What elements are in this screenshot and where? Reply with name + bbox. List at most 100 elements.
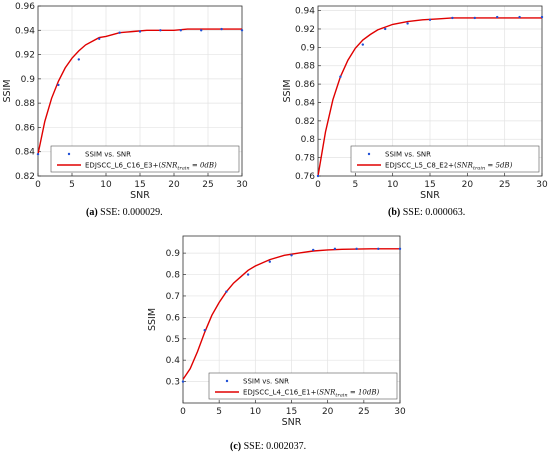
y-axis-label: SSIM [147,308,158,331]
y-ticks: 0.3 0.4 0.5 0.6 0.7 0.8 0.9 [166,249,186,388]
legend-fit-subscript: train [473,166,485,172]
data-point [118,31,121,34]
data-point [384,27,387,31]
legend: SSIM vs. SNR EDJSCC_L5_C8_E2+(SNRtrain = … [350,145,540,173]
y-tick-label: 0.86 [15,123,35,133]
data-point [406,22,409,25]
data-point [496,15,499,19]
caption-b-letter: (b) [388,207,401,218]
y-tick-label: 0.8 [166,271,181,281]
y-tick-label: 0.86 [295,80,315,90]
legend-fit-prefix: EDJSCC_L6_C16_E3+( [85,162,161,170]
legend-fit-label: EDJSCC_L6_C16_E3+(SNRtrain = 0dB) [85,162,217,172]
x-tick-label: 15 [134,180,145,190]
data-point [451,16,454,20]
data-point [339,75,342,78]
legend-fit-snr: SNR [319,389,336,397]
y-tick-label: 0.78 [295,154,315,164]
chart-b-svg: 0 5 10 15 20 25 300.760.780.80.820.840.860.880… [282,5,548,201]
y-tick-label: 0.9 [301,43,316,53]
fit-curve [317,17,542,177]
data-point [36,152,40,156]
x-tick-label: 25 [202,180,213,190]
legend-fit-label: EDJSCC_L5_C8_E2+(SNRtrain = 5dB) [385,162,513,172]
y-tick-label: 0.7 [166,292,180,302]
data-points [181,247,402,383]
y-tick-label: 0.6 [166,313,181,323]
x-tick-label: 25 [499,180,510,190]
y-tick-label: 0.82 [15,172,35,182]
x-ticks: 0 5 10 15 20 25 30 [180,400,406,417]
y-tick-label: 0.9 [21,75,36,85]
data-point [159,29,162,32]
legend-box [208,372,398,400]
chart-panel-c: 0 5 10 15 20 25 30 0.3 0.4 0.5 0.6 0.7 0.8 0.9 SNR SSIM… [140,228,420,428]
data-point [398,247,402,251]
y-tick-label: 0.3 [166,378,180,388]
caption-b: (b) SSE: 0.000063. [388,207,465,218]
legend-fit-suffix: = 10dB) [348,389,380,397]
x-tick-label: 10 [387,180,399,190]
legend-fit-subscript: train [177,166,189,172]
data-point [518,15,521,19]
data-points [36,27,244,156]
x-tick-label: 20 [168,180,180,190]
x-tick-label: 10 [250,407,262,417]
x-tick-label: 30 [536,180,548,190]
y-tick-label: 0.8 [301,135,316,145]
x-axis-label: SNR [282,417,302,428]
x-tick-label: 0 [35,180,41,190]
data-point [540,15,544,19]
fit-curve [37,28,242,155]
y-ticks: 0.76 0.78 0.8 0.82 0.84 0.86 0.88 0.9 0.92 0.94 [295,7,321,182]
y-tick-label: 0.94 [295,7,315,17]
data-point [290,254,293,257]
data-point [473,16,476,20]
x-tick-label: 5 [216,407,222,417]
data-point [181,380,185,383]
y-tick-label: 0.88 [295,62,315,72]
caption-b-text: SSE: 0.000063. [402,207,466,218]
data-point [240,29,244,32]
data-point [312,248,315,252]
legend-fit-snr: SNR [161,162,178,170]
legend-fit-label: EDJSCC_L4_C16_E1+(SNRtrain = 10dB) [243,389,379,399]
x-axis-label: SNR [130,190,150,201]
y-tick-label: 0.92 [295,25,315,35]
chart-panel-b: 0 5 10 15 20 25 30 0.76 0.78 0.8 0.82 0.84 0.86 0.88 0… [282,0,550,201]
data-point [77,58,81,61]
y-tick-label: 0.84 [15,148,35,158]
data-point [98,37,101,40]
x-tick-label: 5 [69,180,75,190]
data-point [355,247,358,251]
legend-box [350,145,540,173]
fit-curve [182,248,400,380]
legend-fit-suffix: = 5dB) [485,162,512,170]
x-tick-label: 0 [180,407,186,417]
data-point [225,290,228,293]
legend-box [50,145,240,173]
caption-a-text: SSE: 0.000029. [100,207,163,218]
data-point [200,29,203,32]
data-point [316,174,320,178]
data-point [179,29,182,32]
axes-box [317,5,543,177]
caption-c-text: SSE: 0.002037. [243,441,307,452]
legend-fit-prefix: EDJSCC_L5_C8_E2+( [385,162,457,170]
y-tick-label: 0.94 [15,26,35,36]
data-point [361,43,364,46]
x-tick-label: 30 [236,180,248,190]
data-point [333,247,337,251]
y-tick-label: 0.76 [295,172,315,182]
legend: SSIM vs. SNR EDJSCC_L4_C16_E1+(SNRtrain =… [208,372,398,400]
data-point [377,247,380,251]
data-point [220,27,223,31]
data-point [268,260,271,263]
x-tick-label: 10 [100,180,112,190]
data-point [203,329,206,332]
axes-box [37,5,243,177]
legend-point-marker [225,379,229,383]
y-axis-label: SSIM [282,79,293,102]
data-point [57,83,60,87]
legend-points-label: SSIM vs. SNR [85,151,131,159]
